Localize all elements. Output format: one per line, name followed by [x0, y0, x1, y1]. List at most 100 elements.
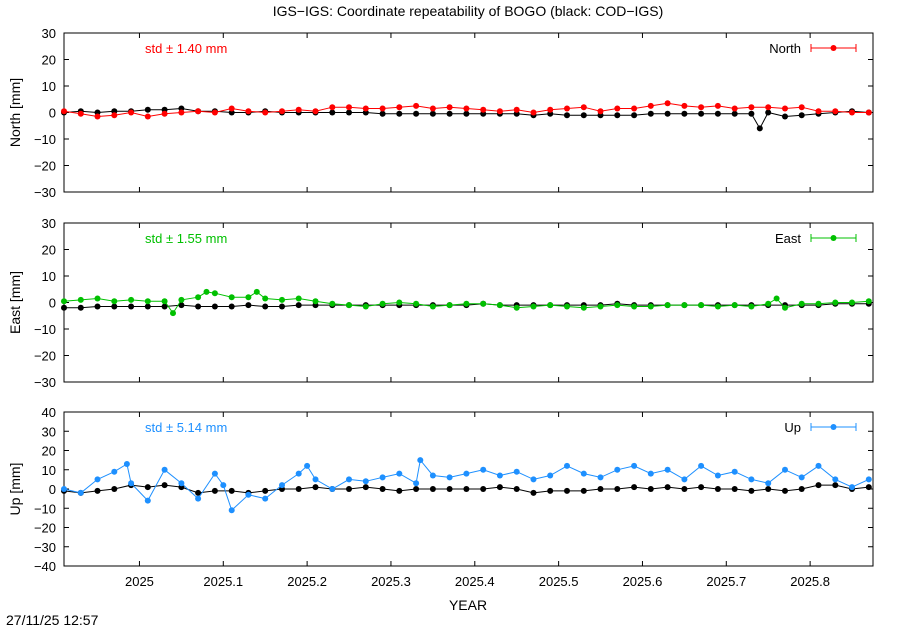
data-point	[161, 482, 168, 489]
data-point	[530, 489, 537, 496]
data-point	[463, 110, 470, 117]
x-axis-label: YEAR	[449, 597, 487, 613]
data-point	[262, 295, 269, 302]
data-point	[312, 476, 319, 483]
data-point	[245, 302, 252, 309]
y-axis-label: Up [mm]	[7, 463, 23, 516]
data-point	[178, 480, 185, 487]
x-tick-label: 2025.5	[539, 574, 579, 589]
x-tick-label: 2025.2	[287, 574, 327, 589]
data-point	[144, 298, 151, 305]
data-point	[564, 487, 570, 494]
data-point	[731, 105, 738, 112]
data-point	[664, 110, 671, 117]
data-point	[580, 104, 587, 111]
data-point	[61, 486, 67, 492]
data-point	[832, 299, 839, 306]
data-point	[865, 476, 872, 483]
data-point	[245, 294, 252, 301]
data-point	[279, 296, 285, 303]
y-tick-label: −40	[34, 559, 56, 574]
data-point	[429, 105, 436, 112]
data-point	[480, 300, 487, 307]
data-point	[580, 470, 587, 477]
data-point	[698, 462, 705, 469]
data-point	[111, 468, 118, 475]
data-point	[379, 474, 386, 481]
data-point	[211, 470, 218, 477]
data-point	[279, 303, 285, 310]
data-point	[849, 484, 855, 491]
data-point	[530, 109, 537, 116]
data-point	[94, 303, 101, 310]
y-tick-label: 10	[42, 269, 56, 284]
data-point	[698, 104, 705, 111]
y-tick-label: −10	[34, 132, 56, 147]
data-point	[329, 104, 336, 111]
data-point	[614, 466, 621, 473]
data-point	[228, 303, 235, 310]
legend-marker	[830, 235, 837, 241]
data-point	[698, 484, 705, 491]
data-point	[496, 472, 503, 479]
panels: 30 20 10 0 −10 −20 −30 North [mm] std ± 1.40 mm N…	[7, 26, 874, 589]
data-point	[413, 110, 420, 117]
data-point	[547, 472, 554, 479]
data-point	[463, 105, 470, 112]
data-point	[161, 466, 168, 473]
data-point	[782, 487, 788, 494]
data-point	[262, 487, 269, 494]
data-point	[144, 484, 151, 491]
data-point	[631, 105, 638, 112]
y-tick-label: 40	[42, 405, 56, 420]
data-point	[748, 487, 755, 494]
y-tick-label: 0	[49, 482, 56, 497]
data-point	[295, 106, 302, 113]
data-point	[714, 303, 721, 310]
data-point	[698, 302, 705, 309]
data-point	[123, 461, 130, 467]
data-point	[128, 109, 135, 116]
data-point	[631, 462, 638, 469]
data-point	[396, 110, 403, 117]
series-east	[61, 288, 872, 317]
data-point	[379, 110, 386, 117]
data-point	[547, 302, 554, 309]
data-point	[396, 104, 403, 111]
data-point	[463, 486, 470, 492]
data-point	[480, 106, 487, 113]
y-tick-label: 20	[42, 444, 56, 459]
figure-title: IGS−IGS: Coordinate repeatability of BOG…	[273, 3, 664, 19]
data-point	[429, 303, 436, 310]
y-tick-label: 20	[42, 243, 56, 258]
x-tick-label: 2025.7	[706, 574, 746, 589]
data-point	[773, 295, 780, 302]
y-axis-label: East [mm]	[7, 271, 23, 334]
data-point	[832, 108, 839, 115]
y-tick-label: −30	[34, 540, 56, 555]
data-point	[647, 102, 654, 109]
data-point	[815, 482, 822, 489]
data-point	[849, 299, 855, 306]
data-point	[496, 484, 503, 491]
data-point	[564, 105, 570, 112]
data-point	[496, 108, 503, 115]
data-point	[262, 303, 269, 310]
data-point	[77, 296, 84, 303]
legend-marker	[830, 424, 837, 430]
data-point	[597, 474, 604, 481]
data-point	[832, 476, 839, 483]
data-point	[647, 303, 654, 310]
data-point	[832, 482, 839, 489]
data-point	[815, 300, 822, 307]
data-point	[170, 310, 176, 317]
data-point	[253, 288, 260, 295]
data-point	[765, 300, 772, 307]
data-point	[765, 109, 772, 116]
data-point	[798, 112, 805, 119]
data-point	[647, 110, 654, 117]
data-point	[782, 466, 788, 473]
data-point	[631, 484, 638, 491]
y-tick-label: −10	[34, 501, 56, 516]
